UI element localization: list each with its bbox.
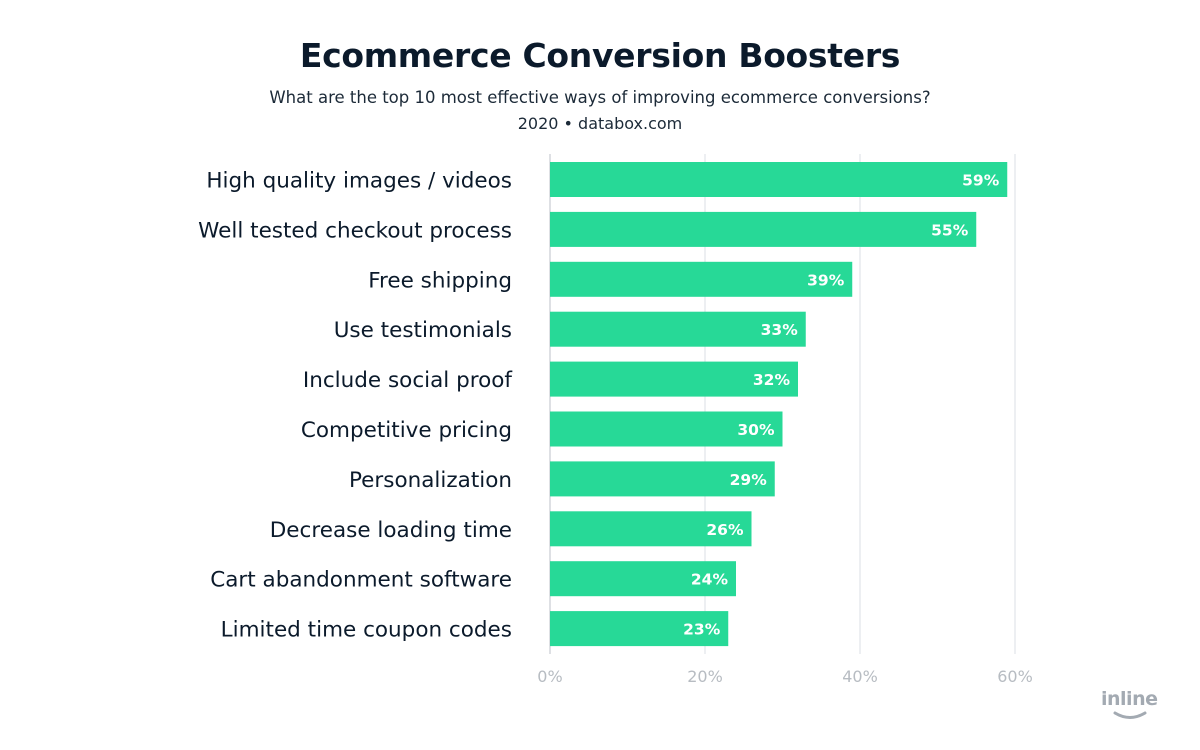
category-label: Use testimonials <box>334 318 512 343</box>
bar-value-label: 59% <box>962 172 1000 190</box>
bar <box>550 361 798 397</box>
logo-text: inline <box>1101 688 1158 710</box>
bar <box>550 162 1008 197</box>
bar-value-label: 39% <box>807 271 845 289</box>
category-label: Cart abandonment software <box>210 568 512 593</box>
bar <box>550 561 736 597</box>
logo-smile-icon <box>1113 711 1147 719</box>
bar-value-label: 26% <box>706 521 744 539</box>
x-tick-label: 40% <box>842 667 878 686</box>
bar <box>550 311 806 347</box>
chart-source: 2020 • databox.com <box>517 114 683 133</box>
bar <box>550 261 853 297</box>
bar-value-label: 33% <box>761 321 799 339</box>
inline-logo: inline <box>1101 688 1161 722</box>
bar <box>550 461 775 497</box>
bar <box>550 511 752 547</box>
bar-value-label: 24% <box>691 571 729 589</box>
bar <box>550 611 729 647</box>
bar <box>550 211 977 247</box>
bar-value-label: 29% <box>730 471 768 489</box>
x-tick-label: 60% <box>997 667 1033 686</box>
category-label: High quality images / videos <box>206 169 512 194</box>
bar <box>550 411 783 447</box>
x-tick-label: 20% <box>687 667 723 686</box>
category-label: Competitive pricing <box>301 418 512 443</box>
bar-value-label: 32% <box>753 371 791 389</box>
category-label: Limited time coupon codes <box>221 618 512 643</box>
chart-subtitle: What are the top 10 most effective ways … <box>269 88 931 107</box>
category-label: Free shipping <box>368 268 512 293</box>
bar-value-label: 30% <box>737 421 775 439</box>
chart-title: Ecommerce Conversion Boosters <box>299 36 901 75</box>
x-tick-label: 0% <box>537 667 562 686</box>
bar-value-label: 23% <box>683 621 721 639</box>
bar-value-label: 55% <box>931 221 969 239</box>
category-label: Include social proof <box>303 368 513 393</box>
category-label: Well tested checkout process <box>198 218 512 243</box>
category-label: Personalization <box>349 468 512 493</box>
category-label: Decrease loading time <box>270 518 512 543</box>
